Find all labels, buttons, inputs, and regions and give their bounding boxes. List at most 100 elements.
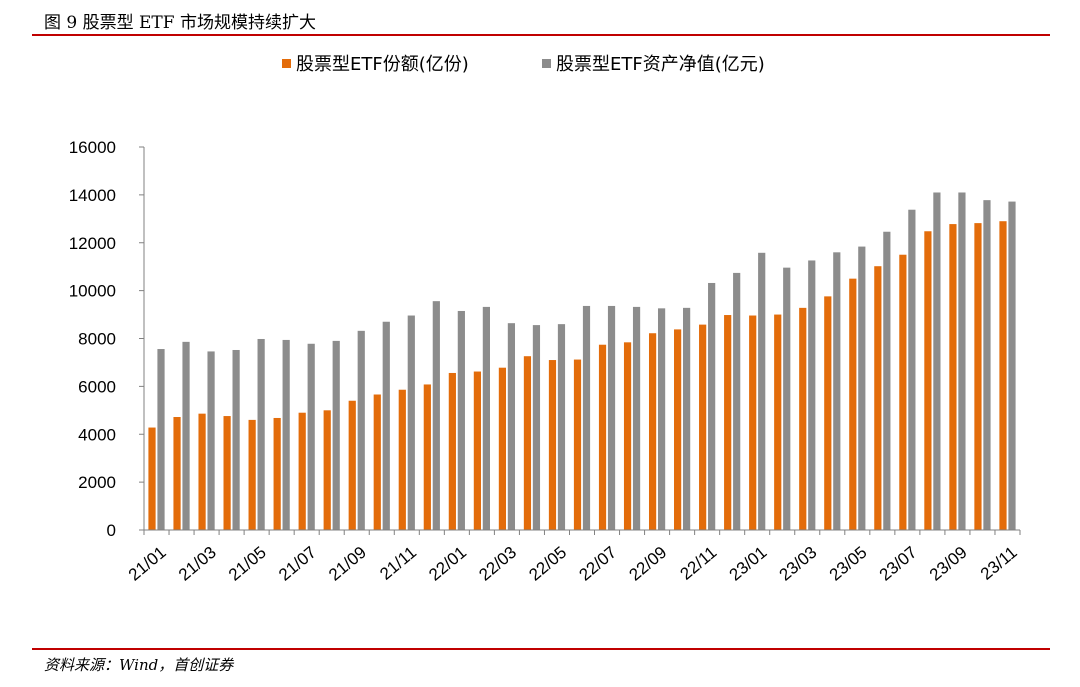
x-tick-label: 23/07 — [876, 543, 921, 585]
x-tick-label: 23/01 — [726, 543, 771, 585]
bar-nav — [933, 192, 941, 531]
bar-shares — [523, 356, 532, 530]
bars — [148, 192, 1016, 531]
bar-nav — [1008, 201, 1016, 530]
bar-shares — [749, 315, 757, 530]
bar-shares — [924, 231, 932, 530]
bar-nav — [207, 351, 215, 530]
legend-swatch-nav — [542, 59, 551, 68]
y-tick-label: 4000 — [78, 425, 116, 444]
y-tick-label: 8000 — [78, 330, 116, 349]
source-note: 资料来源：Wind，首创证券 — [44, 656, 234, 674]
bar-shares — [148, 427, 156, 530]
bar-nav — [632, 306, 641, 530]
y-tick-label: 14000 — [69, 186, 116, 205]
bar-shares — [724, 315, 732, 530]
bar-shares — [974, 223, 982, 530]
bar-shares — [774, 314, 782, 530]
bar-nav — [733, 272, 741, 530]
y-tick-label: 10000 — [69, 282, 116, 301]
bar-nav — [457, 310, 465, 530]
bar-shares — [799, 307, 807, 530]
bar-nav — [657, 308, 666, 530]
y-tick-label: 0 — [107, 521, 116, 540]
x-tick-label: 22/07 — [575, 543, 620, 585]
bar-shares — [999, 221, 1007, 530]
bar-shares — [674, 329, 682, 530]
bar-nav — [232, 349, 240, 530]
y-tick-label: 6000 — [78, 377, 116, 396]
bar-shares — [398, 389, 406, 530]
bar-shares — [323, 410, 331, 530]
x-tick-label: 21/05 — [225, 543, 270, 585]
x-tick-label: 21/03 — [175, 543, 220, 585]
x-tick-label: 22/03 — [475, 543, 520, 585]
bar-nav — [382, 321, 390, 530]
bar-nav — [582, 305, 591, 530]
bar-nav — [683, 307, 691, 530]
bar-nav — [282, 339, 290, 530]
legend-label-nav: 股票型ETF资产净值(亿元) — [556, 54, 765, 75]
bar-nav — [783, 267, 791, 530]
bar-nav — [808, 260, 816, 530]
bar-shares — [423, 384, 431, 530]
legend: 股票型ETF份额(亿份) 股票型ETF资产净值(亿元) — [282, 54, 765, 75]
x-tick-label: 21/07 — [275, 543, 320, 585]
x-tick-label: 22/09 — [626, 543, 671, 585]
bar-nav — [157, 349, 165, 530]
x-tick-label: 23/05 — [826, 543, 871, 585]
x-tick-label: 23/03 — [776, 543, 821, 585]
bar-nav — [507, 323, 516, 530]
y-axis: 0 2000 4000 6000 8000 10000 12000 14000 16000 — [69, 138, 145, 540]
bar-nav — [407, 315, 415, 530]
bar-shares — [473, 371, 481, 530]
bar-shares — [498, 367, 507, 530]
y-tick-label: 16000 — [69, 138, 116, 157]
x-tick-label: 22/05 — [525, 543, 570, 585]
y-tick-label: 12000 — [69, 234, 116, 253]
bar-shares — [874, 266, 882, 530]
bar-nav — [557, 324, 566, 530]
bar-nav — [958, 192, 966, 531]
bar-shares — [849, 278, 857, 530]
bar-shares — [648, 333, 657, 530]
bar-shares — [223, 416, 231, 530]
x-tick-label: 21/01 — [125, 543, 170, 585]
bar-nav — [908, 209, 916, 530]
bar-nav — [357, 330, 365, 530]
bar-nav — [332, 340, 340, 530]
bar-shares — [273, 417, 281, 530]
bar-shares — [699, 324, 707, 530]
x-axis: 21/01 21/03 21/05 21/07 21/09 21/11 22/01 22/03… — [125, 529, 1021, 585]
bar-nav — [883, 231, 891, 531]
bar-shares — [949, 224, 957, 530]
x-tick-label: 21/11 — [376, 543, 420, 584]
bar-shares — [548, 360, 557, 530]
x-tick-label: 22/01 — [425, 543, 470, 585]
bar-shares — [448, 372, 456, 530]
bar-shares — [373, 394, 381, 530]
bar-nav — [758, 252, 766, 531]
bar-nav — [307, 343, 315, 530]
y-tick-label: 2000 — [78, 473, 116, 492]
bar-nav — [532, 325, 541, 530]
top-rule — [32, 34, 1050, 36]
bar-shares — [173, 417, 181, 530]
bar-nav — [432, 301, 440, 530]
bar-shares — [573, 359, 582, 530]
bar-nav — [257, 338, 265, 530]
x-tick-label: 23/09 — [926, 543, 971, 585]
bar-nav — [607, 305, 616, 530]
x-tick-label: 22/11 — [677, 543, 721, 584]
x-tick-label: 21/09 — [325, 543, 370, 585]
bar-nav — [708, 282, 716, 530]
legend-label-shares: 股票型ETF份额(亿份) — [296, 54, 469, 75]
bottom-rule — [32, 648, 1050, 650]
bar-shares — [298, 412, 306, 530]
bar-nav — [983, 200, 991, 530]
bar-shares — [198, 413, 206, 530]
bar-nav — [482, 306, 490, 530]
bar-shares — [899, 254, 907, 530]
bar-shares — [623, 342, 632, 530]
bar-nav — [858, 246, 866, 530]
